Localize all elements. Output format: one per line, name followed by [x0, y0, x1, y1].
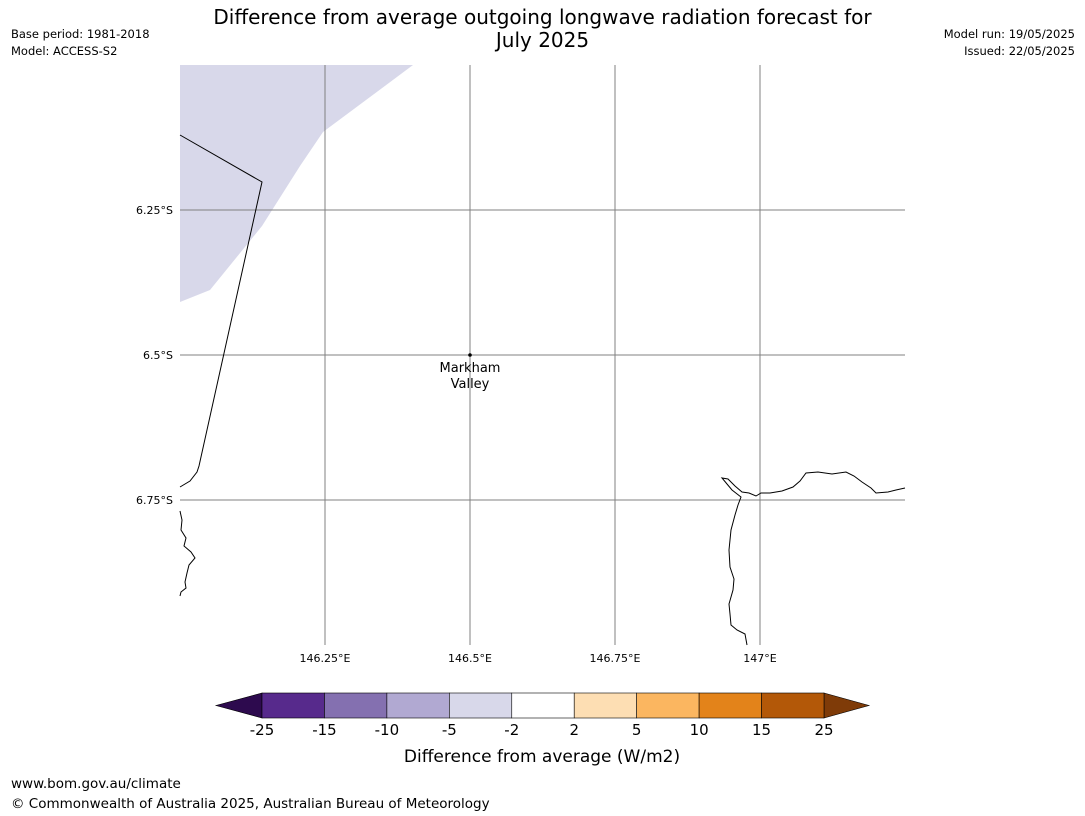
issued-date: Issued: 22/05/2025	[964, 44, 1075, 58]
longitude-tick-label: 146.25°E	[300, 652, 351, 665]
place-dot	[468, 353, 472, 357]
coastline-west	[179, 510, 196, 597]
colorbar-segment	[511, 692, 575, 719]
longitude-tick-label: 147°E	[743, 652, 776, 665]
map-title: Difference from average outgoing longwav…	[190, 6, 895, 52]
colorbar-tick-label: 15	[752, 721, 771, 739]
colorbar-tick-label: 5	[632, 721, 642, 739]
coastlines	[179, 134, 906, 646]
model-run: Model run: 19/05/2025	[943, 27, 1075, 41]
place-label-line-2: Valley	[451, 377, 490, 392]
coastline-east	[720, 471, 906, 646]
graticule	[180, 65, 905, 645]
longitude-tick-label: 146.5°E	[448, 652, 492, 665]
place-marker: Markham Valley	[440, 353, 501, 392]
title-line-1: Difference from average outgoing longwav…	[213, 5, 872, 29]
province-boundary	[179, 134, 263, 488]
shaded-anomaly-region	[180, 65, 413, 302]
colorbar-tick-label: -5	[442, 721, 457, 739]
latitude-tick-label: 6.5°S	[143, 349, 173, 362]
latitude-tick-label: 6.25°S	[136, 204, 173, 217]
latitude-tick-label: 6.75°S	[136, 494, 173, 507]
colorbar-tick-label: -15	[312, 721, 337, 739]
title-line-2: July 2025	[495, 28, 590, 52]
base-period: Base period: 1981-2018	[11, 27, 150, 41]
colorbar-tick-label: -25	[250, 721, 275, 739]
colorbar-over-arrow	[823, 692, 871, 719]
colorbar-label: Difference from average (W/m2)	[404, 747, 680, 767]
info-left: Base period: 1981-2018 Model: ACCESS-S2	[11, 26, 150, 60]
model-name: Model: ACCESS-S2	[11, 44, 118, 58]
colorbar-segment	[573, 692, 637, 719]
footer-url: www.bom.gov.au/climate	[11, 776, 181, 792]
colorbar-segment	[386, 692, 450, 719]
colorbar-segment	[761, 692, 825, 719]
colorbar: -25 -15 -10 -5 -2 2 5 10 15 25	[214, 692, 871, 739]
colorbar-tick-label: -2	[504, 721, 519, 739]
footer-copyright: © Commonwealth of Australia 2025, Austra…	[11, 796, 490, 812]
colorbar-tick-label: 10	[690, 721, 709, 739]
colorbar-tick-label: -10	[375, 721, 400, 739]
colorbar-segment	[449, 692, 513, 719]
colorbar-segment	[698, 692, 762, 719]
colorbar-segment	[636, 692, 700, 719]
latitude-labels: 6.25°S 6.5°S 6.75°S	[136, 204, 173, 507]
longitude-labels: 146.25°E 146.5°E 146.75°E 147°E	[300, 652, 777, 665]
info-right: Model run: 19/05/2025 Issued: 22/05/2025	[944, 26, 1075, 60]
colorbar-segment	[324, 692, 388, 719]
place-label-line-1: Markham	[440, 361, 501, 376]
colorbar-under-arrow	[214, 692, 263, 719]
colorbar-tick-label: 25	[814, 721, 833, 739]
colorbar-segment	[261, 692, 325, 719]
colorbar-tick-label: 2	[569, 721, 579, 739]
longitude-tick-label: 146.75°E	[590, 652, 641, 665]
